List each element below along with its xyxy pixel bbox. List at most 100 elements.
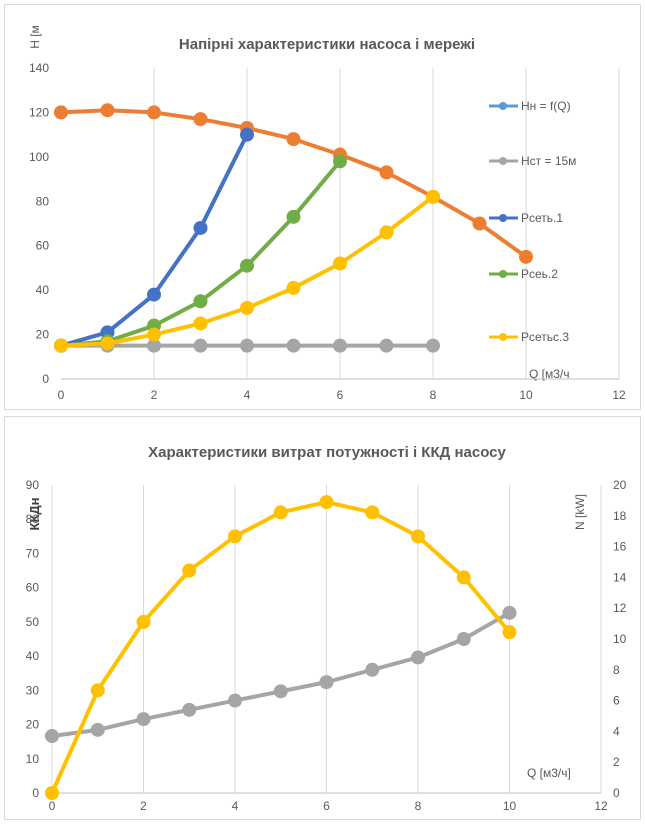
y-tick-label: 50 (26, 615, 40, 629)
data-point (45, 729, 59, 744)
y2-tick-label: 4 (613, 724, 620, 738)
data-point (193, 338, 208, 353)
y-axis-label: ККДн (27, 498, 42, 531)
data-point (147, 327, 161, 342)
legend-swatch-marker (499, 214, 507, 222)
y-tick-label: 140 (29, 61, 49, 75)
data-point (426, 338, 440, 353)
y-tick-label: 20 (36, 328, 50, 342)
y-tick-label: 10 (26, 752, 40, 766)
data-point (319, 495, 334, 510)
data-point (193, 112, 208, 127)
y-tick-label: 0 (32, 786, 39, 800)
data-point (136, 614, 151, 629)
legend-entry: Нст = 15м (489, 154, 576, 168)
legend-label: Рсетьс.3 (521, 330, 569, 344)
chart-title: Напірні характеристики насоса і мережі (179, 36, 475, 53)
data-point (472, 216, 487, 231)
y-tick-label: 0 (42, 372, 49, 386)
data-point (240, 300, 254, 315)
y2-tick-label: 14 (613, 570, 627, 584)
series-4 (54, 189, 440, 353)
data-point (379, 338, 394, 353)
data-point (90, 683, 105, 698)
data-point (228, 529, 242, 544)
data-point (286, 132, 301, 147)
x-tick-label: 0 (58, 388, 65, 402)
y2-tick-label: 20 (613, 478, 627, 492)
data-point (365, 662, 380, 677)
data-point (182, 702, 197, 717)
data-point (136, 712, 151, 727)
data-point (365, 505, 380, 520)
y-tick-label: 80 (26, 512, 40, 526)
legend-entry: Рсеть.1 (489, 211, 563, 225)
y2-tick-label: 10 (613, 632, 627, 646)
y-tick-label: 90 (26, 478, 40, 492)
data-point (147, 338, 161, 353)
legend-label: Рсеть.1 (521, 211, 563, 225)
head-characteristics-chart: Напірні характеристики насоса і мережі Н… (4, 4, 641, 410)
legend-label: Нст = 15м (521, 154, 576, 168)
series-0 (54, 103, 533, 264)
data-point (379, 165, 394, 180)
y2-tick-label: 16 (613, 540, 627, 554)
x-tick-label: 6 (337, 388, 344, 402)
data-point (54, 105, 68, 120)
x-axis-label: Q [м3/ч] (527, 766, 571, 780)
data-point (193, 220, 208, 235)
data-point (240, 338, 254, 353)
y2-tick-label: 18 (613, 509, 627, 523)
data-point (193, 294, 208, 309)
data-point (426, 189, 440, 204)
x-tick-label: 12 (612, 388, 626, 402)
chart-title: Характеристики витрат потужності і ККД н… (148, 444, 506, 461)
series-1 (45, 605, 517, 744)
data-point (147, 105, 161, 120)
y-tick-label: 40 (26, 649, 40, 663)
x-tick-label: 4 (244, 388, 251, 402)
legend-swatch-marker (499, 333, 507, 341)
y2-tick-label: 8 (613, 663, 620, 677)
data-point (502, 605, 517, 620)
x-tick-label: 6 (323, 799, 330, 813)
data-point (182, 563, 197, 578)
data-point (45, 786, 59, 800)
data-point (228, 693, 242, 708)
y-tick-label: 120 (29, 105, 49, 119)
x-tick-label: 8 (415, 799, 422, 813)
legend-label: Рсеь.2 (521, 267, 558, 281)
y2-tick-label: 2 (613, 755, 620, 769)
data-point (90, 722, 105, 737)
y2-tick-label: 12 (613, 601, 627, 615)
legend-swatch-marker (499, 270, 507, 278)
data-point (411, 650, 425, 665)
power-chart-svg: Характеристики витрат потужності і ККД н… (26, 444, 627, 813)
y2-tick-label: 6 (613, 694, 620, 708)
legend-swatch-marker (499, 102, 507, 110)
head-chart-svg: Напірні характеристики насоса і мережі Н… (28, 25, 626, 402)
data-point (411, 529, 425, 544)
y-tick-label: 60 (26, 581, 40, 595)
legend-entry: Нн = f(Q) (489, 99, 571, 113)
data-point (333, 338, 347, 353)
y-tick-label: 20 (26, 718, 40, 732)
data-point (240, 258, 254, 273)
y-tick-label: 100 (29, 150, 49, 164)
series-0 (45, 495, 517, 800)
data-point (286, 209, 301, 224)
legend-entry: Рсетьс.3 (489, 330, 569, 344)
x-tick-label: 2 (151, 388, 158, 402)
data-point (379, 225, 394, 240)
y-tick-label: 60 (36, 239, 50, 253)
data-point (286, 338, 301, 353)
y-axis-label: Н [м (28, 25, 42, 49)
x-tick-label: 10 (519, 388, 533, 402)
data-point (502, 625, 517, 640)
data-point (240, 127, 254, 142)
x-axis-label: Q [м3/ч (529, 367, 570, 381)
data-point (100, 103, 115, 118)
x-tick-label: 10 (503, 799, 517, 813)
x-tick-label: 2 (140, 799, 147, 813)
data-point (519, 249, 533, 264)
